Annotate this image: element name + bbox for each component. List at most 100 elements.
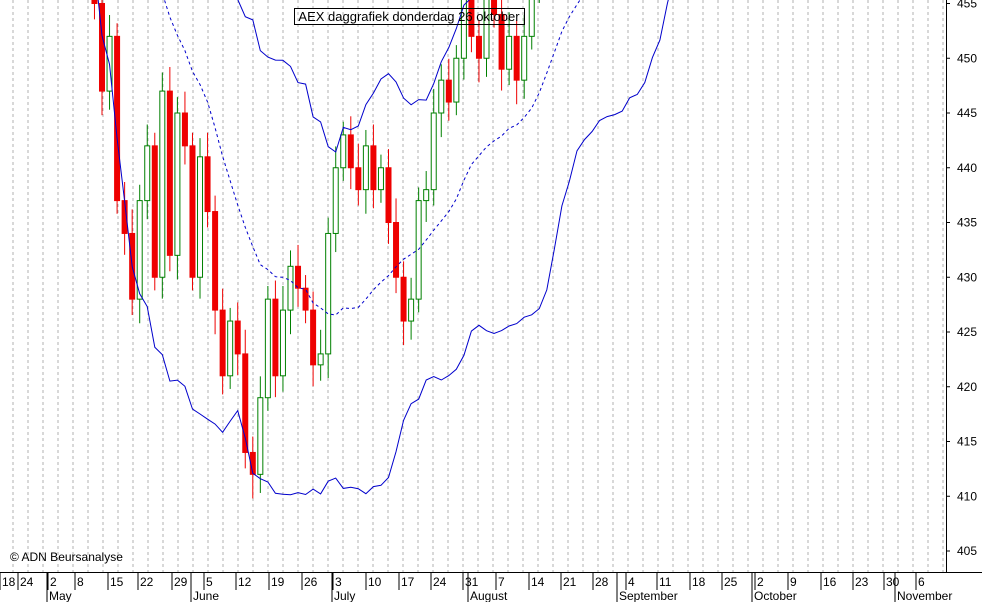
candle-body-29: [219, 309, 226, 377]
x-tick-label-23: 25: [724, 575, 738, 589]
copyright-label: © ADN Beursanalyse: [10, 550, 123, 564]
candle-body-56: [423, 189, 430, 202]
x-tick-label-4: 15: [110, 575, 124, 589]
candle-body-31: [234, 320, 241, 355]
candle-body-12: [91, 0, 98, 4]
x-tick-label-9: 19: [271, 575, 285, 589]
candle-body-63: [475, 35, 482, 59]
x-tick-label-20: 4: [628, 575, 635, 589]
candle-body-26: [197, 156, 204, 278]
candle-body-62: [468, 0, 475, 37]
y-tick-label-420: 420: [957, 380, 977, 394]
candle-body-32: [242, 353, 249, 453]
candle-body-59: [445, 79, 452, 103]
chart-title: AEX daggrafiek donderdag 26 oktober: [298, 9, 520, 24]
y-tick-label-405: 405: [957, 544, 977, 558]
candle-body-19: [144, 145, 151, 202]
y-tick-label-430: 430: [957, 270, 977, 284]
month-label-may: May: [49, 589, 72, 602]
x-tick-label-26: 16: [823, 575, 837, 589]
candle-body-45: [340, 134, 347, 169]
candle-body-67: [506, 35, 513, 70]
x-tick-label-19: 28: [595, 575, 609, 589]
candle-body-57: [430, 112, 437, 191]
month-label-july: July: [334, 589, 355, 602]
candle-body-39: [295, 265, 302, 289]
x-tick-label-18: 21: [563, 575, 577, 589]
candle-body-49: [370, 145, 377, 191]
candle-body-53: [400, 276, 407, 322]
x-tick-label-15: 31: [465, 575, 479, 589]
month-label-june: June: [193, 589, 219, 602]
moving-average-line: [163, 0, 581, 316]
candle-body-22: [166, 90, 173, 256]
x-tick-label-13: 17: [401, 575, 415, 589]
y-tick-label-435: 435: [957, 216, 977, 230]
candle-body-30: [227, 320, 234, 377]
candle-body-50: [377, 167, 384, 191]
candle-body-52: [393, 222, 400, 278]
candle-body-27: [204, 156, 211, 213]
candle-body-66: [498, 13, 505, 70]
x-tick-label-28: 30: [886, 575, 900, 589]
x-tick-label-0: 18: [2, 575, 16, 589]
x-tick-label-2: 2: [50, 575, 57, 589]
candle-body-21: [159, 90, 166, 278]
chart-title-box: [294, 8, 525, 25]
x-tick-label-17: 14: [531, 575, 545, 589]
x-tick-label-22: 18: [692, 575, 706, 589]
y-tick-label-450: 450: [957, 51, 977, 65]
lower-band-line: [97, 0, 669, 496]
x-tick-label-16: 7: [498, 575, 505, 589]
candle-body-47: [355, 167, 362, 191]
candle-body-20: [151, 145, 158, 278]
candle-body-48: [362, 145, 369, 191]
candle-body-25: [189, 145, 196, 278]
candle-body-40: [302, 287, 309, 311]
x-tick-label-8: 12: [238, 575, 252, 589]
candle-body-18: [136, 200, 143, 300]
x-tick-label-24: 2: [757, 575, 764, 589]
x-tick-label-6: 29: [174, 575, 188, 589]
candle-body-41: [310, 309, 317, 366]
x-tick-label-14: 24: [433, 575, 447, 589]
y-tick-label-410: 410: [957, 489, 977, 503]
candle-body-70: [528, 0, 535, 37]
candle-body-37: [279, 309, 286, 377]
candle-body-54: [408, 298, 415, 322]
month-label-october: October: [754, 589, 797, 602]
month-label-august: August: [470, 589, 508, 602]
x-tick-label-5: 22: [140, 575, 154, 589]
x-tick-label-29: 6: [918, 575, 925, 589]
candle-body-46: [347, 134, 354, 169]
candle-body-60: [453, 57, 460, 103]
month-label-november: November: [897, 589, 952, 602]
candle-body-28: [212, 211, 219, 311]
candle-body-42: [317, 353, 324, 366]
candle-body-51: [385, 167, 392, 223]
candle-body-23: [174, 112, 181, 256]
x-tick-label-12: 10: [368, 575, 382, 589]
candle-body-58: [438, 79, 445, 114]
x-tick-label-21: 11: [659, 575, 672, 589]
candle-body-69: [521, 35, 528, 81]
candle-body-13: [99, 3, 106, 92]
y-tick-label-425: 425: [957, 325, 977, 339]
month-label-september: September: [619, 589, 678, 602]
x-tick-label-7: 5: [206, 575, 213, 589]
y-tick-label-440: 440: [957, 161, 977, 175]
candle-body-34: [257, 397, 264, 475]
candle-body-68: [513, 35, 520, 81]
candle-body-24: [181, 112, 188, 147]
x-tick-label-25: 9: [790, 575, 797, 589]
x-tick-label-3: 8: [77, 575, 84, 589]
candle-body-38: [287, 265, 294, 311]
y-tick-label-445: 445: [957, 106, 977, 120]
candle-body-64: [483, 0, 490, 59]
candle-body-43: [325, 232, 332, 355]
y-tick-label-415: 415: [957, 435, 977, 449]
x-tick-label-27: 23: [855, 575, 869, 589]
candle-body-65: [491, 0, 498, 15]
